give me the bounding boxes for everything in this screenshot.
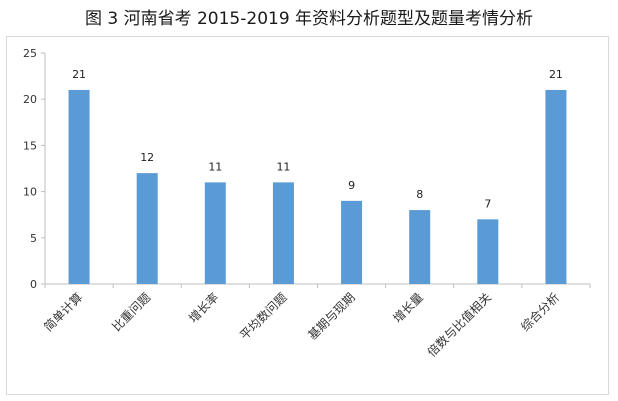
axes: 0 5 10 15 20 25 (23, 47, 591, 291)
data-label: 11 (276, 160, 290, 173)
category-label: 比重问题 (109, 290, 153, 334)
category-label: 平均数问题 (237, 290, 290, 343)
bar (204, 182, 226, 284)
data-label: 21 (72, 68, 86, 81)
category-label: 增长率 (185, 290, 221, 326)
data-label: 7 (484, 197, 491, 210)
data-label: 11 (208, 160, 222, 173)
y-tick-label: 5 (30, 232, 37, 245)
data-label: 12 (140, 151, 154, 164)
labels: 21 简单计算 12 比重问题 11 增长率 11 平均数问题 9 基期与现期 8 增长量 7 倍数与比值… (41, 68, 563, 360)
data-label: 9 (348, 179, 355, 192)
category-label: 倍数与比值相关 (424, 290, 494, 360)
bar (341, 200, 363, 284)
chart-frame (6, 36, 609, 395)
bar (477, 219, 499, 284)
data-label: 8 (416, 188, 423, 201)
y-tick-label: 10 (23, 186, 37, 199)
bar (272, 182, 294, 284)
bar (136, 173, 158, 284)
bar (68, 89, 90, 285)
y-tick-label: 0 (30, 278, 37, 291)
y-tick-label: 15 (23, 139, 37, 152)
category-label: 增长量 (390, 290, 425, 325)
bar (409, 210, 431, 284)
category-label: 简单计算 (41, 290, 86, 335)
y-tick-label: 20 (23, 93, 37, 106)
category-label: 综合分析 (518, 290, 563, 335)
chart-title: 图 3 河南省考 2015-2019 年资料分析题型及题量考情分析 (84, 9, 534, 29)
data-label: 21 (549, 68, 563, 81)
bars (68, 89, 567, 285)
bar (545, 89, 567, 285)
y-tick-label: 25 (23, 47, 37, 60)
category-label: 基期与现期 (305, 290, 357, 342)
